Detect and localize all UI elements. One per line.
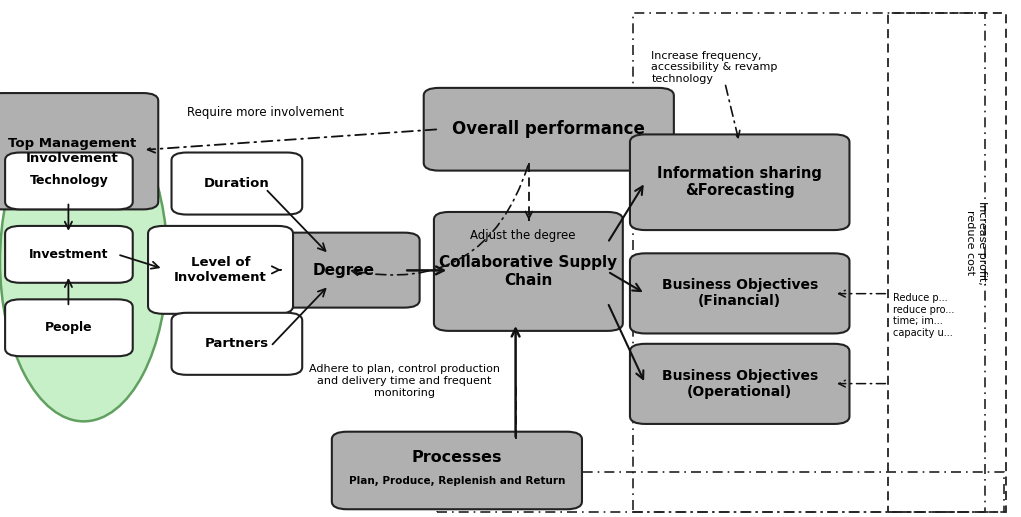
Text: Adhere to plan, control production
and delivery time and frequent
monitoring: Adhere to plan, control production and d… [308, 364, 500, 398]
Text: Increase frequency,
accessibility & revamp
technology: Increase frequency, accessibility & reva… [651, 51, 778, 84]
Text: People: People [45, 321, 93, 334]
Ellipse shape [0, 101, 167, 421]
FancyBboxPatch shape [269, 233, 420, 308]
FancyBboxPatch shape [630, 344, 849, 424]
Text: Business Objectives
(Financial): Business Objectives (Financial) [662, 278, 818, 309]
FancyBboxPatch shape [5, 299, 133, 356]
Text: Investment: Investment [30, 248, 108, 261]
Text: Adjust the degree: Adjust the degree [470, 229, 575, 242]
Text: Technology: Technology [30, 174, 108, 188]
Text: Information sharing
&Forecasting: Information sharing &Forecasting [658, 166, 822, 199]
FancyBboxPatch shape [332, 432, 582, 509]
FancyBboxPatch shape [148, 226, 293, 314]
Text: Reduce p...
reduce pro...
time; im...
capacity u...: Reduce p... reduce pro... time; im... ca… [893, 293, 955, 338]
Text: Plan, Produce, Replenish and Return: Plan, Produce, Replenish and Return [349, 476, 565, 486]
FancyBboxPatch shape [172, 153, 302, 215]
FancyBboxPatch shape [5, 153, 133, 209]
FancyBboxPatch shape [434, 212, 623, 331]
FancyBboxPatch shape [0, 93, 158, 209]
Bar [437, 472, 1004, 512]
FancyBboxPatch shape [5, 226, 133, 283]
Text: Require more involvement: Require more involvement [187, 106, 344, 119]
Text: Collaborative Supply
Chain: Collaborative Supply Chain [439, 255, 618, 287]
FancyBboxPatch shape [424, 88, 674, 171]
Text: Level of
Involvement: Level of Involvement [175, 256, 266, 284]
Text: Increase profit;
reduce cost: Increase profit; reduce cost [965, 201, 987, 285]
FancyBboxPatch shape [630, 253, 849, 333]
Text: Top Management
Involvement: Top Management Involvement [8, 137, 137, 165]
FancyBboxPatch shape [172, 313, 302, 375]
Text: Overall performance: Overall performance [452, 120, 645, 138]
Bar [633, 13, 985, 512]
Text: Business Objectives
(Operational): Business Objectives (Operational) [662, 369, 818, 399]
FancyBboxPatch shape [630, 134, 849, 230]
Text: Processes: Processes [411, 450, 502, 465]
Text: Duration: Duration [204, 177, 270, 190]
Text: Degree: Degree [313, 263, 375, 278]
Text: Partners: Partners [205, 337, 269, 351]
Bar [888, 13, 1006, 512]
